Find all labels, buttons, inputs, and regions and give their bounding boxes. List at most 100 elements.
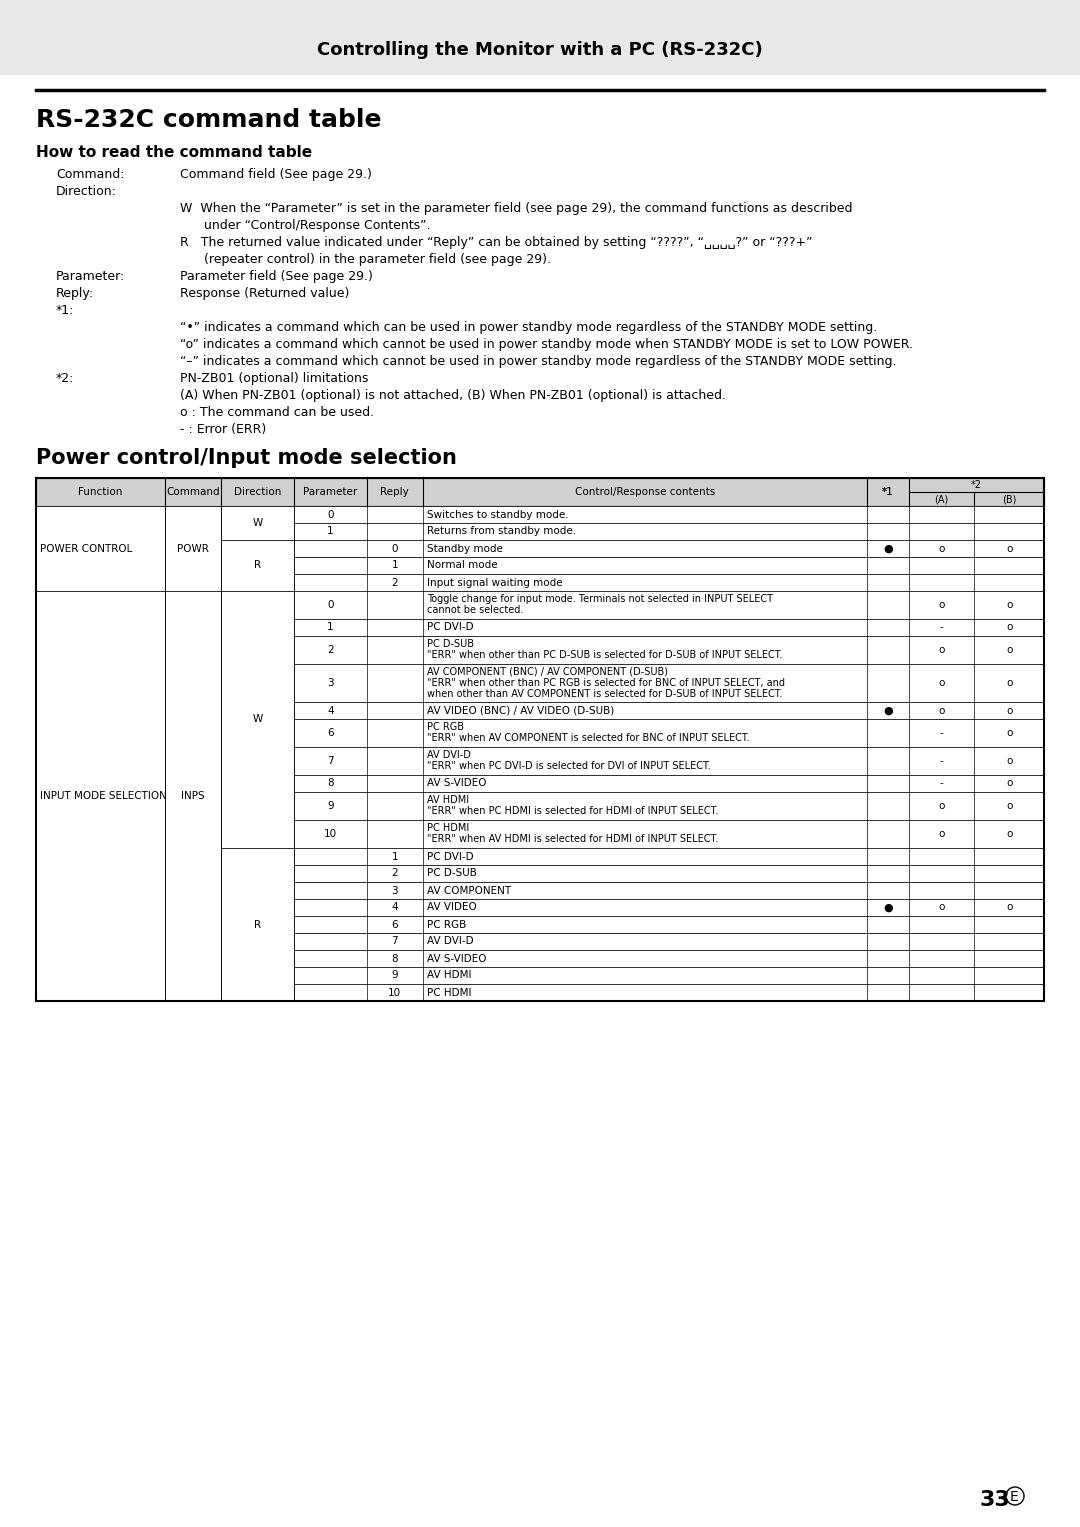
Bar <box>36 820 1044 847</box>
Text: 0: 0 <box>327 510 334 519</box>
Text: R: R <box>254 919 261 930</box>
Bar <box>221 847 294 1002</box>
Text: cannot be selected.: cannot be selected. <box>427 605 524 615</box>
Text: o: o <box>1007 756 1012 767</box>
Text: 2: 2 <box>392 577 399 588</box>
Text: under “Control/Response Contents”.: under “Control/Response Contents”. <box>180 218 431 232</box>
Text: 3: 3 <box>392 886 399 895</box>
Text: o: o <box>939 544 945 553</box>
Bar <box>36 950 1044 967</box>
Text: (A): (A) <box>934 495 949 504</box>
Text: Command:: Command: <box>56 168 124 182</box>
Text: *1:: *1: <box>56 304 75 318</box>
Text: 0: 0 <box>392 544 399 553</box>
Bar <box>36 883 1044 899</box>
Text: (B): (B) <box>1002 495 1016 504</box>
Text: 1: 1 <box>392 852 399 861</box>
Text: -: - <box>940 623 944 632</box>
Text: AV HDMI: AV HDMI <box>427 971 472 980</box>
Text: o: o <box>939 902 945 913</box>
Text: "ERR" when AV HDMI is selected for HDMI of INPUT SELECT.: "ERR" when AV HDMI is selected for HDMI … <box>427 834 718 844</box>
Bar <box>36 618 1044 637</box>
Text: 0: 0 <box>327 600 334 609</box>
Bar <box>36 916 1044 933</box>
Text: 2: 2 <box>392 869 399 878</box>
Bar <box>36 864 1044 883</box>
Text: 1: 1 <box>327 527 334 536</box>
Bar <box>221 505 294 541</box>
Text: AV S-VIDEO: AV S-VIDEO <box>427 953 487 964</box>
Text: (repeater control) in the parameter field (see page 29).: (repeater control) in the parameter fiel… <box>180 253 551 266</box>
Text: 8: 8 <box>327 779 334 788</box>
Text: Parameter: Parameter <box>303 487 357 496</box>
Text: How to read the command table: How to read the command table <box>36 145 312 160</box>
Text: Command: Command <box>166 487 220 496</box>
Text: PN-ZB01 (optional) limitations: PN-ZB01 (optional) limitations <box>180 373 368 385</box>
Text: o: o <box>1007 544 1012 553</box>
Text: when other than AV COMPONENT is selected for D-SUB of INPUT SELECT.: when other than AV COMPONENT is selected… <box>427 689 783 699</box>
Text: Response (Returned value): Response (Returned value) <box>180 287 349 299</box>
Text: POWER CONTROL: POWER CONTROL <box>40 544 133 553</box>
Bar <box>36 591 165 1002</box>
Text: PC D-SUB: PC D-SUB <box>427 869 477 878</box>
Bar <box>36 933 1044 950</box>
Bar <box>36 541 1044 557</box>
Text: Command field (See page 29.): Command field (See page 29.) <box>180 168 372 182</box>
Bar <box>36 793 1044 820</box>
Text: PC DVI-D: PC DVI-D <box>427 852 474 861</box>
Text: 7: 7 <box>327 756 334 767</box>
Text: AV COMPONENT: AV COMPONENT <box>427 886 511 895</box>
Bar <box>36 899 1044 916</box>
Text: AV S-VIDEO: AV S-VIDEO <box>427 779 487 788</box>
Text: o: o <box>939 644 945 655</box>
Text: 10: 10 <box>324 829 337 838</box>
Text: PC HDMI: PC HDMI <box>427 988 472 997</box>
Text: 3: 3 <box>327 678 334 689</box>
Text: 6: 6 <box>327 728 334 738</box>
Text: Controlling the Monitor with a PC (RS-232C): Controlling the Monitor with a PC (RS-23… <box>318 41 762 60</box>
Text: W: W <box>253 518 262 528</box>
Text: W  When the “Parameter” is set in the parameter field (see page 29), the command: W When the “Parameter” is set in the par… <box>180 202 852 215</box>
Text: 33: 33 <box>980 1490 1011 1510</box>
Text: o: o <box>939 600 945 609</box>
Text: AV VIDEO (BNC) / AV VIDEO (D-SUB): AV VIDEO (BNC) / AV VIDEO (D-SUB) <box>427 705 615 716</box>
Text: o: o <box>1007 829 1012 838</box>
Text: INPUT MODE SELECTION: INPUT MODE SELECTION <box>40 791 167 802</box>
Bar <box>0 0 1080 75</box>
Bar <box>36 557 1044 574</box>
Text: 1: 1 <box>392 560 399 571</box>
Text: 9: 9 <box>327 802 334 811</box>
Text: Direction: Direction <box>234 487 282 496</box>
Bar <box>165 591 221 1002</box>
Text: Reply: Reply <box>380 487 409 496</box>
Text: Standby mode: Standby mode <box>427 544 503 553</box>
Text: o: o <box>1007 600 1012 609</box>
Text: 6: 6 <box>392 919 399 930</box>
Text: Parameter field (See page 29.): Parameter field (See page 29.) <box>180 270 373 282</box>
Bar <box>36 574 1044 591</box>
Text: o: o <box>1007 678 1012 689</box>
Text: ●: ● <box>882 902 893 913</box>
Text: "ERR" when other than PC RGB is selected for BNC of INPUT SELECT, and: "ERR" when other than PC RGB is selected… <box>427 678 785 689</box>
Text: o: o <box>1007 802 1012 811</box>
Text: AV COMPONENT (BNC) / AV COMPONENT (D-SUB): AV COMPONENT (BNC) / AV COMPONENT (D-SUB… <box>427 667 669 676</box>
Text: Direction:: Direction: <box>56 185 117 199</box>
Text: INPS: INPS <box>181 791 205 802</box>
Text: E: E <box>1010 1490 1018 1504</box>
Text: 7: 7 <box>392 936 399 947</box>
Text: Returns from standby mode.: Returns from standby mode. <box>427 527 577 536</box>
Bar <box>36 664 1044 702</box>
Text: -: - <box>940 728 944 738</box>
Text: o: o <box>1007 728 1012 738</box>
Text: - : Error (ERR): - : Error (ERR) <box>180 423 267 437</box>
Bar <box>36 702 1044 719</box>
Text: R   The returned value indicated under “Reply” can be obtained by setting “????”: R The returned value indicated under “Re… <box>180 237 812 249</box>
Text: o : The command can be used.: o : The command can be used. <box>180 406 374 418</box>
Bar <box>36 776 1044 793</box>
Text: o: o <box>1007 705 1012 716</box>
Text: AV HDMI: AV HDMI <box>427 796 469 805</box>
Text: AV DVI-D: AV DVI-D <box>427 936 474 947</box>
Text: “•” indicates a command which can be used in power standby mode regardless of th: “•” indicates a command which can be use… <box>180 321 877 334</box>
Text: 9: 9 <box>392 971 399 980</box>
Bar <box>36 637 1044 664</box>
